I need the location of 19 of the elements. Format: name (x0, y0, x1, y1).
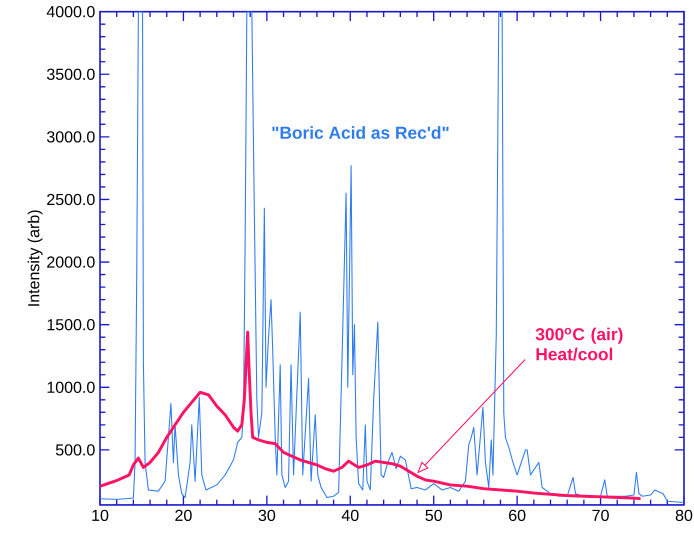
y-tick-label: 2500.0 (47, 194, 95, 206)
y-tick-label: 500.0 (56, 444, 95, 456)
y-tick-label: 4000.0 (46, 6, 95, 18)
y-tick-label: 1000.0 (48, 382, 95, 393)
x-tick-label: 70 (592, 510, 609, 522)
x-tick-label: 20 (175, 510, 192, 522)
x-tick-label: 40 (342, 510, 359, 522)
y-tick-label: 3500.0 (46, 68, 95, 80)
text: 300$^{o}$C (air) Heat/cool (536, 328, 622, 361)
y-tick-label: 3000.0 (46, 131, 95, 143)
y-tick-label: 1500.0 (48, 319, 95, 330)
x-tick-label: 10 (92, 510, 108, 522)
series-label: "Boric Acid as Rec'd" (272, 126, 449, 139)
x-tick-label: 30 (258, 510, 276, 522)
y-axis-title: Intensity (arb) (28, 210, 43, 306)
x-tick-label: 80 (676, 510, 692, 522)
x-tick-label: 60 (509, 510, 526, 522)
x-tick-label: 50 (425, 510, 442, 522)
y-tick-label: 2000.0 (47, 256, 95, 268)
